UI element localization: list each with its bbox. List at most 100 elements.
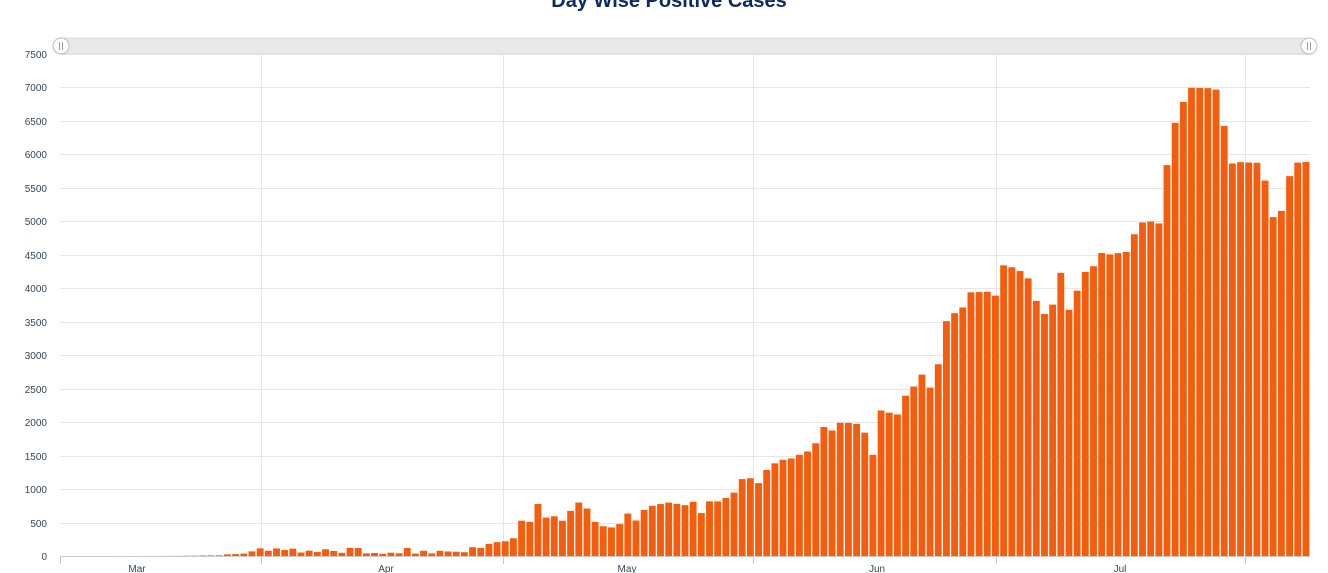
bar[interactable] — [934, 364, 942, 556]
bar[interactable] — [240, 553, 248, 556]
bar[interactable] — [518, 520, 526, 556]
bar[interactable] — [1032, 300, 1040, 556]
bar[interactable] — [648, 505, 656, 556]
bar[interactable] — [926, 387, 934, 556]
bar[interactable] — [550, 516, 558, 556]
bar[interactable] — [346, 547, 354, 556]
bar[interactable] — [1122, 251, 1130, 557]
bar[interactable] — [951, 313, 959, 556]
bar[interactable] — [992, 295, 999, 556]
bar[interactable] — [387, 552, 395, 556]
bar[interactable] — [861, 432, 869, 556]
bar[interactable] — [297, 552, 305, 556]
bar[interactable] — [918, 374, 926, 556]
bar[interactable] — [771, 463, 779, 556]
bar[interactable] — [289, 548, 297, 556]
bar[interactable] — [567, 510, 575, 556]
bar[interactable] — [1073, 290, 1081, 556]
bar[interactable] — [1081, 271, 1089, 556]
bar[interactable] — [902, 395, 910, 556]
bar[interactable] — [983, 291, 991, 556]
bar[interactable] — [354, 548, 362, 556]
bar[interactable] — [787, 458, 795, 556]
bar[interactable] — [444, 551, 452, 556]
bar[interactable] — [1237, 162, 1244, 556]
bar[interactable] — [485, 543, 493, 556]
bar[interactable] — [616, 524, 624, 556]
bar[interactable] — [313, 552, 321, 556]
bar[interactable] — [1212, 89, 1220, 557]
bar[interactable] — [224, 554, 231, 556]
bar[interactable] — [640, 509, 648, 556]
bar[interactable] — [1000, 265, 1008, 556]
bar[interactable] — [869, 454, 877, 556]
bar[interactable] — [232, 554, 240, 556]
bar[interactable] — [264, 550, 272, 556]
bar[interactable] — [755, 483, 762, 556]
bar[interactable] — [362, 553, 370, 556]
bar[interactable] — [493, 542, 501, 556]
bar[interactable] — [885, 412, 893, 556]
bar[interactable] — [436, 550, 444, 556]
bar[interactable] — [403, 547, 411, 556]
zoom-scrollbar[interactable] — [52, 37, 1318, 55]
bar[interactable] — [714, 501, 722, 556]
bar[interactable] — [1090, 266, 1097, 556]
bar[interactable] — [1163, 165, 1171, 557]
bar[interactable] — [1294, 162, 1302, 556]
bar[interactable] — [1008, 267, 1016, 556]
bar[interactable] — [452, 551, 460, 556]
bar[interactable] — [526, 521, 534, 556]
scrollbar-track[interactable] — [59, 37, 1311, 55]
bar[interactable] — [330, 550, 338, 556]
bar[interactable] — [943, 321, 950, 556]
bar[interactable] — [804, 451, 811, 556]
bar[interactable] — [746, 478, 754, 556]
bar[interactable] — [591, 521, 599, 556]
bar[interactable] — [395, 553, 403, 556]
bar[interactable] — [853, 423, 860, 556]
bar[interactable] — [1302, 162, 1310, 556]
bar[interactable] — [1261, 180, 1269, 556]
bar[interactable] — [795, 454, 803, 556]
bar[interactable] — [559, 520, 566, 556]
bar[interactable] — [722, 498, 730, 556]
bar[interactable] — [322, 549, 329, 556]
bar[interactable] — [501, 541, 509, 556]
bar[interactable] — [420, 550, 427, 556]
bar[interactable] — [1286, 176, 1293, 556]
bar[interactable] — [1147, 221, 1155, 556]
bar[interactable] — [1016, 271, 1024, 556]
bar[interactable] — [477, 547, 485, 556]
bar[interactable] — [1269, 217, 1277, 556]
bar[interactable] — [844, 422, 852, 556]
bar[interactable] — [371, 552, 378, 556]
bar[interactable] — [207, 555, 215, 556]
bar[interactable] — [1155, 223, 1163, 556]
bar[interactable] — [469, 547, 477, 556]
bar[interactable] — [1049, 304, 1057, 556]
bar[interactable] — [583, 508, 591, 556]
bar[interactable] — [738, 479, 746, 556]
bar[interactable] — [1106, 254, 1114, 556]
bar[interactable] — [893, 414, 901, 556]
bar[interactable] — [199, 555, 207, 556]
bar[interactable] — [1196, 87, 1204, 556]
bar[interactable] — [575, 502, 583, 556]
bar[interactable] — [428, 553, 436, 556]
bar[interactable] — [1220, 125, 1228, 556]
bar[interactable] — [730, 492, 738, 556]
bar[interactable] — [681, 505, 689, 556]
bar[interactable] — [673, 503, 681, 556]
bar[interactable] — [534, 503, 542, 556]
bar[interactable] — [1041, 313, 1048, 556]
bar[interactable] — [689, 501, 697, 556]
bar[interactable] — [1188, 87, 1195, 556]
bar[interactable] — [959, 307, 967, 556]
bar[interactable] — [812, 443, 820, 556]
bar[interactable] — [1024, 278, 1032, 556]
bar[interactable] — [1139, 222, 1146, 556]
bar[interactable] — [910, 386, 918, 556]
bar[interactable] — [215, 555, 223, 556]
bar[interactable] — [510, 538, 517, 556]
